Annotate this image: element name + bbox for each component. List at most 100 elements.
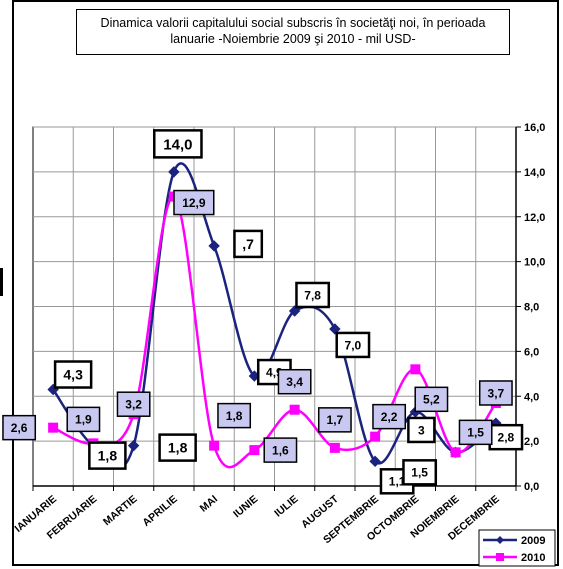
data-label-2009: 1,8 — [88, 441, 127, 470]
data-label-text: 1,8 — [168, 440, 188, 456]
data-label-text: 12,9 — [182, 196, 206, 210]
data-label-2009: 1,5 — [402, 459, 438, 486]
data-label-2010: 2,2 — [372, 403, 407, 430]
data-label-text: 3 — [418, 423, 425, 437]
x-tick-label: APRILIE — [140, 493, 179, 529]
data-label-2009: 14,0 — [153, 129, 203, 159]
data-label-box — [88, 441, 127, 470]
data-label-text: 2,8 — [498, 430, 515, 444]
point-2009 — [369, 455, 381, 468]
y-tick-label: 4,0 — [524, 391, 539, 403]
data-label-text: ,7 — [242, 236, 254, 252]
data-label-box — [233, 229, 264, 259]
point-2010 — [48, 422, 59, 433]
chart-title-box: Dinamica valorii capitalului social subs… — [76, 9, 510, 55]
point-2009 — [168, 166, 180, 178]
data-label-text: 1,7 — [327, 413, 344, 427]
data-label-text: 14,0 — [163, 136, 192, 153]
data-label-box — [414, 386, 449, 413]
y-tick-label: 8,0 — [524, 302, 539, 314]
point-2010 — [370, 431, 381, 442]
legend-marker — [496, 553, 504, 561]
data-label-text: 1,8 — [226, 409, 243, 423]
chart-frame — [12, 0, 559, 566]
x-tick-label: IULIE — [272, 493, 300, 519]
point-2010 — [450, 447, 461, 458]
y-tick-label: 10,0 — [524, 257, 545, 269]
data-label-box — [116, 391, 151, 417]
data-label-text: 7,0 — [345, 338, 362, 352]
data-label-text: 3,7 — [488, 386, 505, 400]
data-label-box — [153, 129, 203, 159]
data-label-2010: 1,9 — [66, 406, 101, 433]
data-label-2010: 1,8 — [217, 402, 252, 429]
y-tick-label: 12,0 — [524, 212, 545, 224]
y-tick-label: 16,0 — [524, 122, 545, 134]
y-tick-label: 0,0 — [524, 481, 539, 493]
data-label-box — [407, 416, 436, 444]
data-label-box — [263, 437, 298, 463]
data-label-2010: 3,2 — [116, 391, 151, 417]
point-2010 — [289, 404, 300, 415]
data-label-2009: ,7 — [233, 229, 264, 259]
data-label-text: 1,5 — [411, 466, 428, 480]
data-label-2010: 1,7 — [317, 407, 352, 433]
data-label-box — [478, 380, 513, 406]
left-edge-marker — [0, 268, 3, 296]
data-label-2009: 7,8 — [295, 281, 331, 309]
data-label-text: 4,3 — [63, 367, 83, 383]
data-label-box — [217, 402, 252, 429]
legend: 2009 2010 — [478, 529, 556, 567]
point-2010 — [249, 445, 260, 456]
data-label-box — [317, 407, 352, 433]
data-label-text: 1,8 — [98, 448, 118, 464]
data-label-text: 7,8 — [304, 288, 321, 302]
data-label-text: 1,9 — [75, 413, 92, 427]
data-labels: 4,31,8 1,814,0,74,97,87,01,131,52,82,61,9… — [2, 129, 524, 495]
point-2009 — [127, 439, 140, 452]
data-label-2009: 4,3 — [53, 360, 93, 389]
data-label-text: 2,2 — [381, 410, 398, 424]
x-tick-label: IUNIE — [231, 493, 260, 520]
point-2010 — [329, 442, 340, 453]
data-label-2010: 1,6 — [263, 437, 298, 463]
data-label-box — [458, 419, 493, 446]
point-2009 — [208, 240, 220, 252]
point-2009 — [288, 305, 301, 317]
point-2010 — [209, 440, 220, 451]
data-label-2009: 2,8 — [488, 423, 524, 451]
data-label-2009: 7,0 — [335, 331, 371, 359]
data-label-text: 1,1 — [389, 475, 406, 489]
y-tick-label: 2,0 — [524, 436, 539, 448]
data-label-box — [335, 331, 371, 359]
data-label-box — [295, 281, 331, 309]
data-label-2009: 3 — [407, 416, 436, 444]
y-tick-label: 14,0 — [524, 167, 545, 179]
data-label-box — [158, 433, 197, 462]
point-2010 — [410, 364, 421, 375]
data-label-box — [277, 368, 312, 395]
data-label-text: 3,2 — [125, 398, 142, 412]
legend-marker — [496, 536, 504, 544]
data-label-box — [173, 189, 215, 216]
data-label-2010: 3,4 — [277, 368, 312, 395]
data-label-text: 5,2 — [423, 393, 440, 407]
data-label-2010: 5,2 — [414, 386, 449, 413]
data-label-box — [66, 406, 101, 433]
legend-label-2010: 2010 — [521, 552, 545, 564]
axes: 0,02,04,06,08,010,012,014,016,0IANUARIEF… — [12, 122, 545, 546]
chart-title-line-1: Dinamica valorii capitalului social subs… — [100, 16, 486, 30]
legend-box — [478, 529, 556, 567]
legend-label-2009: 2009 — [521, 535, 545, 547]
data-label-box — [53, 360, 93, 389]
data-label-box — [372, 403, 407, 430]
data-label-2010: 12,9 — [173, 189, 215, 216]
chart-title-line-2: lanuarie -Noiembrie 2009 şi 2010 - mil U… — [170, 32, 416, 46]
data-label-box — [402, 459, 438, 486]
data-label-text: 1,6 — [272, 443, 289, 457]
data-label-2009: 1,8 — [158, 433, 197, 462]
data-label-text: 3,4 — [286, 375, 303, 389]
data-label-2010: 3,7 — [478, 380, 513, 406]
data-label-2010: 1,5 — [458, 419, 493, 446]
